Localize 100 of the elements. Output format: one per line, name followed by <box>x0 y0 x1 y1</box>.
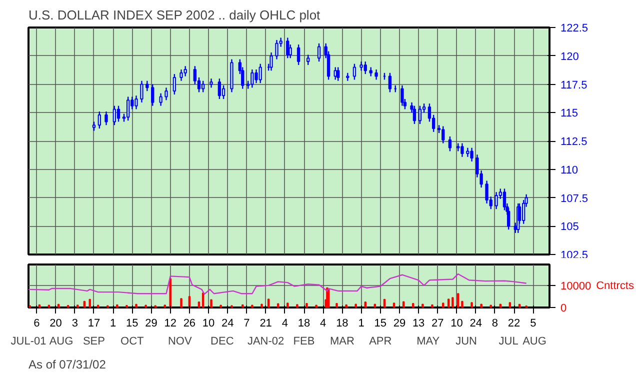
x-tick-label: 24 <box>470 318 482 330</box>
candlestick <box>360 60 363 72</box>
candlestick <box>296 44 300 66</box>
x-tick-label: 18 <box>298 318 310 330</box>
y-tick-label: 120 <box>560 50 579 63</box>
y-tick-label: 0 <box>560 302 567 314</box>
candlestick <box>218 78 222 100</box>
candlestick <box>140 80 144 104</box>
x-tick-label: 24 <box>222 318 234 330</box>
x-tick-label: 22 <box>508 318 520 330</box>
y-tick-label: 112.5 <box>560 136 588 148</box>
x-tick-label: 4 <box>320 318 326 330</box>
candlestick <box>470 147 474 162</box>
x-tick-label: 10 <box>202 318 215 330</box>
x2-tick-label: OCT <box>120 336 144 348</box>
x-tick-label: 10 <box>450 318 463 330</box>
x-tick-label: 7 <box>244 318 250 330</box>
candlestick <box>364 60 367 75</box>
y-tick-label: 117.5 <box>560 79 588 92</box>
candlestick <box>286 37 290 59</box>
candlestick <box>442 126 445 144</box>
candlestick <box>134 95 138 110</box>
x2-tick-label: NOV <box>168 336 192 348</box>
x2-tick-label: FEB <box>293 336 315 348</box>
x-tick-label: 6 <box>34 318 40 330</box>
text: As of 07/31/02 <box>28 358 106 372</box>
candlestick <box>400 84 404 106</box>
x-tick-label: 5 <box>530 318 536 330</box>
candlestick <box>275 39 278 60</box>
candlestick <box>126 96 130 122</box>
x2-tick-label: JUL-01 <box>10 336 46 348</box>
candlestick <box>288 44 292 59</box>
candlestick <box>352 63 356 80</box>
candlestick <box>250 68 254 88</box>
candlestick <box>388 72 392 93</box>
x2-tick-label: JUL <box>498 336 518 348</box>
candlestick <box>317 42 321 62</box>
chart-title: U.S. DOLLAR INDEX SEP 2002 .. daily OHLC plot <box>28 8 321 22</box>
x-tick-label: 27 <box>432 318 444 330</box>
x-tick-label: 20 <box>50 318 62 330</box>
candlestick <box>460 142 464 158</box>
candlestick <box>151 84 154 106</box>
candlestick <box>116 105 120 122</box>
x-tick-label: 1 <box>110 318 116 330</box>
y-tick-label: 115 <box>560 108 578 120</box>
line-series <box>28 273 527 295</box>
x-tick-label: 15 <box>126 318 138 330</box>
candlestick <box>494 191 498 210</box>
x-tick-label: 29 <box>145 318 158 330</box>
x-tick-label: 3 <box>72 318 78 330</box>
x-tick-label: 15 <box>374 318 387 330</box>
x-tick-label: 1 <box>358 318 364 330</box>
x2-tick-label: MAR <box>330 336 354 348</box>
x2-tick-label: SEP <box>82 336 105 348</box>
x2-tick-label: JAN-02 <box>247 336 284 348</box>
x2-tick-label: JUN <box>456 336 478 348</box>
candlestick <box>159 92 162 106</box>
x-tick-label: 12 <box>164 318 176 330</box>
x2-tick-label: AUG <box>49 336 74 348</box>
y-tick-label: 110 <box>560 164 578 176</box>
y-tick-label: 105 <box>560 221 579 234</box>
candlestick <box>98 110 102 130</box>
candlestick <box>172 73 176 96</box>
candlestick <box>412 105 416 125</box>
candlestick <box>164 87 168 101</box>
x-tick-label: 13 <box>412 318 425 330</box>
candlestick <box>146 80 149 92</box>
candlestick <box>336 66 340 82</box>
candlestick <box>180 68 183 82</box>
x-tick-label: 8 <box>492 318 498 330</box>
x-tick-label: 26 <box>183 318 196 330</box>
candlestick <box>448 136 452 152</box>
candlestick <box>466 147 470 158</box>
candlestick <box>418 105 422 125</box>
candlestick <box>112 105 116 126</box>
candlestick <box>184 65 187 77</box>
candlestick <box>254 68 258 84</box>
candlestick <box>369 66 372 77</box>
y-tick-label: 10000 <box>560 280 592 292</box>
y-tick-label: 107.5 <box>560 192 588 205</box>
candlestick <box>306 54 310 66</box>
candlestick <box>374 68 378 80</box>
x-tick-label: 17 <box>88 318 100 330</box>
candlestick <box>485 180 488 204</box>
y-axis-title: Cnttrcts <box>596 280 634 292</box>
candlestick <box>258 63 262 84</box>
candlestick <box>502 188 506 211</box>
candlestick <box>201 80 205 93</box>
candlestick <box>222 84 226 100</box>
x-tick-label: 29 <box>393 318 406 330</box>
candlestick <box>270 52 273 72</box>
candlestick <box>92 121 96 132</box>
candlestick <box>104 110 108 126</box>
x-tick-label: 21 <box>260 318 272 330</box>
y-tick-label: 122.5 <box>560 22 588 34</box>
x2-tick-label: AUG <box>522 336 546 348</box>
x-tick-label: 18 <box>336 318 348 330</box>
x-tick-label: 4 <box>282 318 288 330</box>
candlestick <box>210 78 213 88</box>
x2-tick-label: DEC <box>210 336 234 348</box>
